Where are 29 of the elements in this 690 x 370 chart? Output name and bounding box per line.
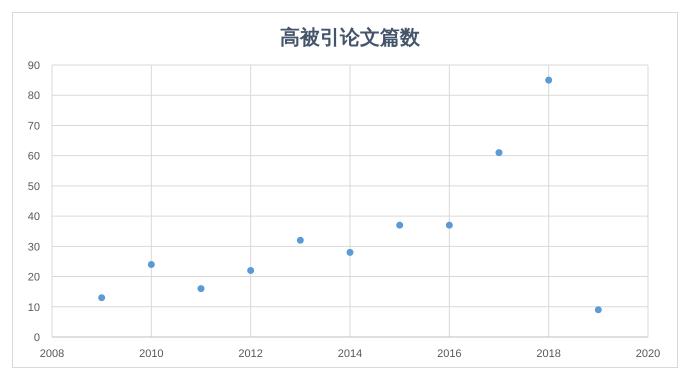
point: [594, 306, 602, 314]
point: [296, 236, 304, 244]
y-tick-label: 80: [28, 90, 40, 102]
point: [396, 222, 404, 229]
x-tick-label: 2016: [437, 348, 462, 360]
x-tick-label: 2018: [536, 348, 561, 360]
y-tick-label: 60: [28, 150, 40, 163]
point: [98, 294, 106, 302]
point: [446, 222, 453, 229]
point: [496, 149, 502, 156]
x-tick-label: 2020: [636, 348, 660, 360]
point: [545, 76, 552, 84]
x-tick-label: 2012: [238, 348, 263, 360]
x-tick-label: 2014: [338, 348, 362, 360]
y-tick-label: 10: [28, 302, 40, 314]
y-tick-label: 40: [28, 211, 40, 224]
x-tick-label: 2010: [139, 348, 164, 360]
y-tick-label: 0: [34, 332, 40, 344]
y-tick-label: 50: [28, 180, 40, 193]
y-tick-label: 20: [28, 272, 40, 284]
point: [247, 267, 254, 274]
point: [346, 248, 354, 256]
point: [148, 260, 155, 268]
y-tick-label: 90: [28, 60, 40, 72]
x-tick-label: 2008: [40, 348, 64, 360]
chart-title: 高被引论文篇数: [280, 25, 421, 49]
y-tick-label: 30: [28, 241, 40, 254]
point: [198, 285, 204, 292]
y-tick-label: 70: [28, 120, 40, 132]
